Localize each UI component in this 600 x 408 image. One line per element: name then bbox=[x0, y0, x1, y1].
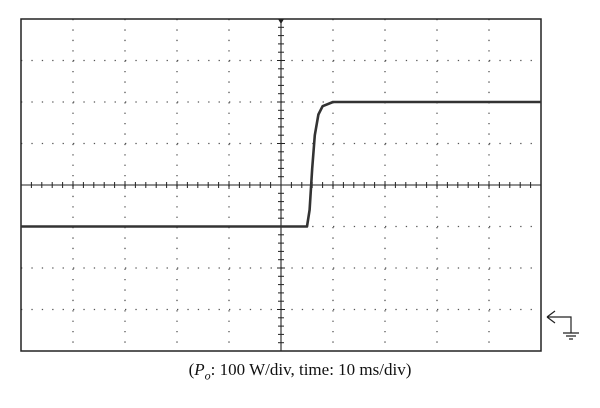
power-trace bbox=[21, 100, 541, 228]
caption-subscript: o bbox=[204, 368, 211, 383]
ground-marker-icon bbox=[546, 310, 579, 340]
center-axes bbox=[21, 19, 541, 351]
chart-caption: (Po: 100 W/div, time: 10 ms/div) bbox=[188, 360, 412, 383]
plot-frame bbox=[20, 18, 542, 352]
caption-symbol: P bbox=[194, 360, 205, 379]
caption-text: : 100 W/div, time: 10 ms/div) bbox=[210, 360, 412, 379]
trigger-marker-icon bbox=[278, 19, 284, 24]
